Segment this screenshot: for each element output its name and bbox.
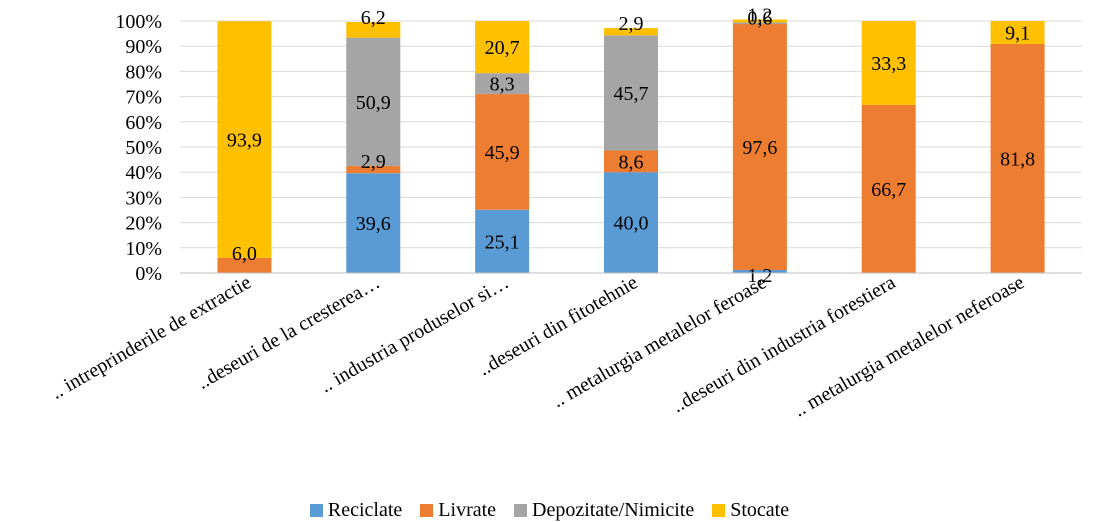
data-labels: 6,0 93,9 39,6 2,9 50,9 6,2 25,1 45,9 8,3 20,7 40,0… [227,4,1035,287]
bar-segment [990,21,1045,44]
y-tick-label: 20% [125,213,162,235]
data-label: 50,9 [356,92,391,114]
bar-segment [861,104,916,273]
bar-segment [732,24,787,270]
bars [217,19,1045,273]
bar-segment [604,35,658,151]
legend-label-livrate: Livrate [438,498,497,521]
legend-item-reciclate: Reciclate [309,498,403,522]
bar-segment [732,22,787,25]
data-label: 6,2 [361,7,386,29]
data-label: 81,8 [1000,148,1035,170]
x-category-label: .. metalurgia metalelor neferoase [790,271,1028,421]
y-tick-label: 50% [125,137,162,159]
bar-segment [346,173,401,273]
data-label: 40,0 [614,213,649,235]
data-label: 6,0 [232,243,257,265]
data-label: 93,9 [227,130,262,152]
legend-label-reciclate: Reciclate [327,498,403,521]
stacked-bar-chart: 0% 10% 20% 30% 40% 50% 60% 70% 80% 90% 100% 6,0 93,… [47,4,1082,421]
data-label: 33,3 [871,53,906,75]
bar-segment [346,22,401,38]
bar-segment [604,28,658,36]
y-tick-label: 0% [135,263,162,285]
y-axis: 0% 10% 20% 30% 40% 50% 60% 70% 80% 90% 100% [115,11,162,285]
bar-segment [990,43,1045,273]
legend-item-stocate: Stocate [712,499,789,522]
bar-segment [732,19,787,23]
data-label: 2,9 [619,13,644,35]
legend-swatch-reciclate [309,503,323,517]
y-tick-label: 60% [125,112,162,134]
data-label: 0,6 [747,8,772,30]
y-tick-label: 10% [125,238,162,260]
legend-swatch-stocate [712,503,726,517]
data-label: 39,6 [356,213,391,235]
legend-swatch-depozitate [514,503,528,517]
legend-label-stocate: Stocate [730,498,790,521]
legend-item-depozitate: Depozitate/Nimicite [514,499,694,522]
bar-segment [217,21,272,258]
bar-segment [861,21,916,105]
x-category-label: .. intreprinderile de extractie [47,271,255,404]
y-tick-label: 40% [125,162,162,184]
bar-segment [475,73,530,95]
bar-segment [475,209,530,273]
y-tick-label: 90% [125,36,162,58]
legend-swatch-livrate [420,503,434,517]
y-tick-label: 30% [125,187,162,209]
legend-item-livrate: Livrate [420,499,496,522]
bar-segment [346,165,401,174]
bar-segment [604,172,658,273]
data-label: 25,1 [485,231,520,253]
data-label: 9,1 [1005,22,1030,44]
data-label: 45,7 [614,83,649,105]
bar-segment [604,150,658,173]
data-label: 1,2 [747,265,772,287]
legend: Reciclate Livrate Depozitate/Nimicite St… [0,498,1099,522]
data-label: 2,9 [361,151,386,173]
data-label: 66,7 [871,179,906,201]
legend-label-depozitate: Depozitate/Nimicite [532,498,695,521]
data-label: 8,6 [619,151,644,173]
x-category-label: .. metalurgia metalelor feroase [549,271,771,412]
data-label: 45,9 [485,142,520,164]
y-tick-label: 70% [125,87,162,109]
y-tick-label: 100% [115,11,162,33]
data-label: 1,2 [747,4,772,26]
bar-segment [475,94,530,210]
x-category-label: ..deseuri din industria forestiera [668,271,899,417]
data-label: 97,6 [742,137,777,159]
data-label: 8,3 [490,74,515,96]
bar-segment [732,269,787,273]
data-label: 20,7 [485,37,520,59]
y-tick-label: 80% [125,61,162,83]
bar-segment [346,37,401,166]
bar-segment [475,21,530,74]
bar-segment [217,257,272,273]
x-axis: .. intreprinderile de extractie ..deseuri… [47,271,1082,421]
